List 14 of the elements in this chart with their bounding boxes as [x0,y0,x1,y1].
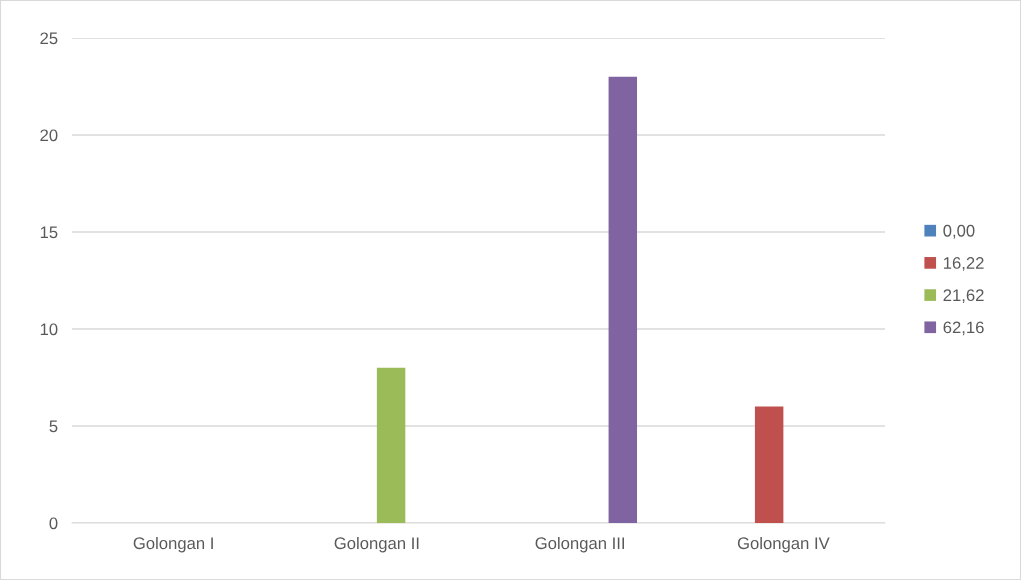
x-tick-label: Golongan IV [737,536,830,553]
legend-label: 21,62 [943,289,984,304]
legend-label: 16,22 [943,257,984,271]
legend-label: 62,16 [943,321,984,336]
x-tick-label: Golongan I [133,536,213,553]
y-tick-label: 0 [49,517,58,530]
x-tick-label: Golongan II [334,536,419,553]
y-tick-label: 20 [40,129,58,142]
y-tick-label: 25 [40,32,58,45]
y-tick-label: 5 [49,420,58,433]
x-tick-label: Golongan III [535,536,624,553]
y-tick-label: 15 [40,226,58,239]
legend-label: 0,00 [943,224,975,239]
y-tick-label: 10 [40,323,58,336]
